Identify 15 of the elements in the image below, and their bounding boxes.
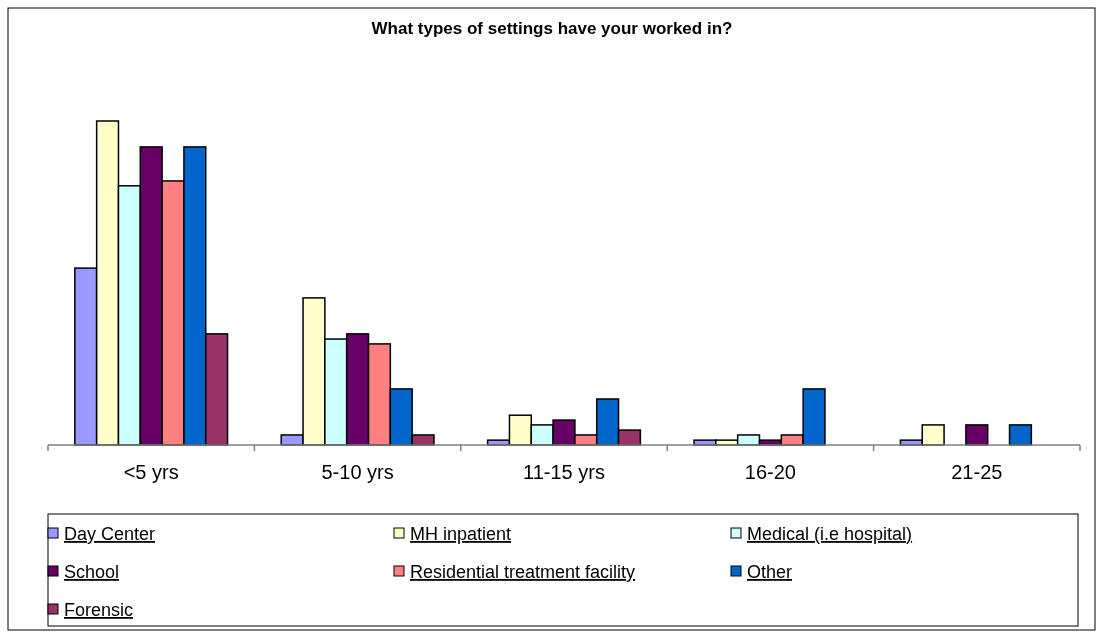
legend-label: MH inpatient xyxy=(410,524,512,544)
legend-label: Other xyxy=(747,562,793,582)
x-tick-label: 5-10 yrs xyxy=(321,461,394,483)
x-tick-label: 21-25 xyxy=(951,461,1003,483)
x-tick-label: 16-20 xyxy=(744,461,796,483)
bar xyxy=(1008,424,1033,446)
legend-label: Forensic xyxy=(64,600,134,620)
x-tick-label: <5 yrs xyxy=(123,461,179,483)
x-tick-label: 11-15 yrs xyxy=(523,461,605,483)
legend-label: School xyxy=(64,562,120,582)
legend-label: Residential treatment facility xyxy=(410,562,636,582)
bar xyxy=(965,424,989,446)
chart-title: What types of settings have your worked in? xyxy=(371,19,733,38)
legend-label: Day Center xyxy=(64,524,156,544)
legend-label: Medical (i.e hospital) xyxy=(747,524,913,544)
